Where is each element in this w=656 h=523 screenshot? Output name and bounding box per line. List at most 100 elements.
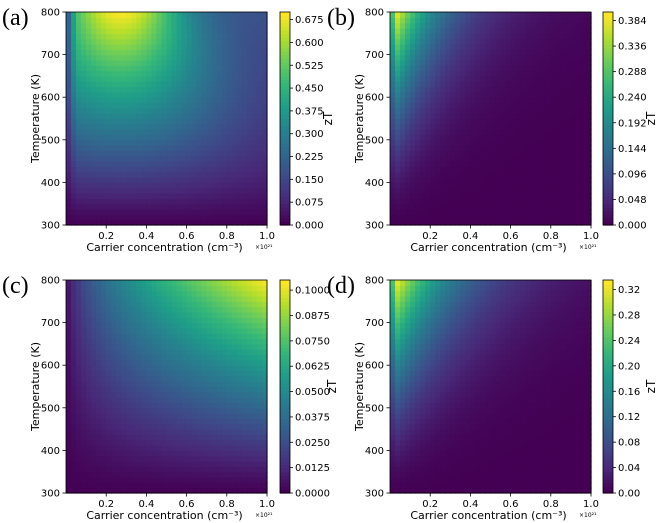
heatmap-cell xyxy=(470,113,477,120)
heatmap-cell xyxy=(465,70,472,77)
heatmap-cell xyxy=(136,445,142,451)
heatmap-cell xyxy=(126,187,132,194)
heatmap-cell xyxy=(141,102,148,109)
heatmap-cell xyxy=(505,107,512,114)
heatmap-cell xyxy=(256,198,263,205)
heatmap-cell xyxy=(251,386,258,393)
heatmap-cell xyxy=(166,295,173,302)
heatmap-cell xyxy=(575,155,582,162)
heatmap-cell xyxy=(186,285,193,292)
heatmap-cell xyxy=(76,349,82,356)
heatmap-cell xyxy=(221,59,228,66)
heatmap-cell xyxy=(420,22,426,29)
heatmap-cell xyxy=(505,86,512,93)
heatmap-cell xyxy=(520,75,527,82)
colorbar-segment xyxy=(603,54,613,59)
heatmap-cell xyxy=(161,75,168,82)
heatmap-cell xyxy=(585,123,592,130)
heatmap-cell xyxy=(96,177,102,183)
heatmap-cell xyxy=(236,139,243,146)
heatmap-cell xyxy=(236,12,243,18)
heatmap-cell xyxy=(186,295,193,302)
heatmap-cell xyxy=(201,177,208,183)
heatmap-cell xyxy=(186,49,193,56)
heatmap-cell xyxy=(191,166,198,173)
heatmap-cell xyxy=(485,177,492,183)
heatmap-cell xyxy=(400,177,406,183)
heatmap-cell xyxy=(86,487,92,494)
heatmap-cell xyxy=(540,214,547,221)
heatmap-cell xyxy=(550,134,557,141)
heatmap-cell xyxy=(156,22,163,29)
heatmap-cell xyxy=(211,370,218,377)
heatmap-cell xyxy=(430,219,436,226)
heatmap-cell xyxy=(475,81,482,88)
heatmap-cell xyxy=(455,75,461,82)
heatmap-cell xyxy=(430,81,436,88)
heatmap-cell xyxy=(485,43,492,50)
heatmap-cell xyxy=(126,354,132,361)
heatmap-cell xyxy=(425,17,431,24)
heatmap-cell xyxy=(241,301,248,308)
heatmap-cell xyxy=(186,338,193,345)
heatmap-cell xyxy=(545,33,552,40)
heatmap-cell xyxy=(575,33,582,40)
heatmap-cell xyxy=(545,187,552,194)
heatmap-cell xyxy=(510,33,517,40)
heatmap-cell xyxy=(96,349,102,356)
heatmap-cell xyxy=(246,49,253,56)
heatmap-cell xyxy=(201,118,208,125)
heatmap-cell xyxy=(216,102,223,109)
heatmap-cell xyxy=(211,102,218,109)
heatmap-cell xyxy=(246,59,253,66)
heatmap-cell xyxy=(176,161,183,168)
heatmap-cell xyxy=(470,12,477,18)
heatmap-cell xyxy=(221,280,228,286)
heatmap-cell xyxy=(136,418,142,425)
heatmap-cell xyxy=(231,439,238,446)
heatmap-cell xyxy=(530,129,537,136)
heatmap-cell xyxy=(91,171,97,178)
heatmap-cell xyxy=(181,429,188,436)
heatmap-cell xyxy=(221,54,228,61)
heatmap-cell xyxy=(116,65,122,72)
heatmap-cell xyxy=(186,280,193,286)
heatmap-cell xyxy=(186,455,193,462)
heatmap-cell xyxy=(500,65,507,72)
heatmap-cell xyxy=(550,91,557,98)
heatmap-cell xyxy=(390,139,396,146)
heatmap-cell xyxy=(141,139,148,146)
heatmap-cell xyxy=(136,12,142,18)
heatmap-cell xyxy=(251,317,258,324)
heatmap-cell xyxy=(405,161,411,168)
heatmap-cell xyxy=(261,33,268,40)
panel-letter: (a) xyxy=(2,5,29,31)
heatmap-cell xyxy=(490,203,497,210)
heatmap-cell xyxy=(545,102,552,109)
heatmap-cell xyxy=(176,86,183,93)
heatmap-cell xyxy=(241,209,248,215)
heatmap-cell xyxy=(141,434,148,441)
heatmap-cell xyxy=(136,434,142,441)
heatmap-cell xyxy=(545,198,552,205)
heatmap-cell xyxy=(505,38,512,45)
heatmap-cell xyxy=(136,38,142,45)
heatmap-cell xyxy=(211,182,218,189)
heatmap-cell xyxy=(101,17,107,24)
heatmap-cell xyxy=(390,219,396,226)
heatmap-cell xyxy=(226,182,233,189)
heatmap-cell xyxy=(156,413,163,420)
heatmap-cell xyxy=(76,295,82,302)
heatmap-cell xyxy=(535,129,542,136)
heatmap-cell xyxy=(161,311,168,318)
heatmap-cell xyxy=(206,450,213,457)
heatmap-cell xyxy=(241,397,248,404)
heatmap-cell xyxy=(565,129,572,136)
heatmap-cell xyxy=(246,182,253,189)
heatmap-cell xyxy=(181,391,188,398)
heatmap-cell xyxy=(585,209,592,215)
heatmap-cell xyxy=(131,386,137,393)
heatmap-cell xyxy=(111,375,117,382)
heatmap-cell xyxy=(111,38,117,45)
heatmap-cell xyxy=(116,155,122,162)
